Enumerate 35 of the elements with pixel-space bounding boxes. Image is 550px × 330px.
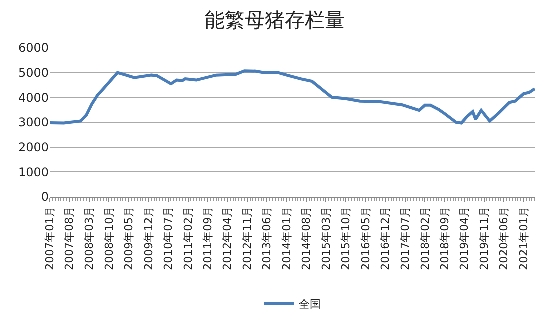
x-tick-label: 2018年09月 [438, 206, 452, 270]
x-tick-label: 2019年04月 [458, 206, 472, 270]
x-tick-label: 2009年12月 [142, 206, 156, 270]
x-tick-label: 2016年12月 [379, 206, 392, 270]
y-tick-label: 6000 [18, 41, 49, 56]
line-series [50, 70, 535, 125]
x-tick-label: 2011年09月 [201, 206, 214, 270]
x-tick-label: 2009年05月 [122, 206, 136, 270]
legend-label: 全国 [299, 298, 321, 312]
x-tick-label: 2018年02月 [418, 206, 432, 270]
x-tick-label: 2020年06月 [498, 206, 511, 270]
x-tick-label: 2015年03月 [320, 206, 333, 270]
chart-title: 能繁母猪存栏量 [205, 8, 345, 32]
x-tick-label: 2013年06月 [260, 206, 274, 270]
x-tick-label: 2016年05月 [359, 206, 372, 270]
y-tick-label: 2000 [18, 140, 49, 155]
y-tick-label: 5000 [18, 66, 49, 80]
x-tick-label: 2012年11月 [241, 206, 254, 270]
y-tick-label: 4000 [18, 90, 49, 105]
x-tick-label: 2011年02月 [182, 206, 195, 270]
x-tick-label: 2014年01月 [280, 206, 294, 270]
x-tick-label: 2007年08月 [63, 206, 76, 270]
x-tick-label: 2014年08月 [300, 206, 314, 270]
y-tick-label: 3000 [18, 116, 49, 130]
x-tick-label: 2017年07月 [398, 206, 412, 270]
x-tick-label: 2019年11月 [478, 206, 491, 270]
x-tick-label: 2010年07月 [162, 206, 175, 270]
y-tick-label: 0 [41, 190, 49, 204]
x-tick-label: 2012年04月 [221, 206, 234, 270]
x-tick-label: 2007年01月 [44, 206, 57, 270]
x-tick-label: 2008年03月 [82, 206, 96, 270]
x-tick-label: 2021年01月 [517, 206, 530, 270]
x-tick-label: 2015年10月 [340, 206, 353, 270]
y-tick-label: 1000 [18, 165, 49, 180]
x-tick-label: 2008年10月 [102, 206, 116, 270]
